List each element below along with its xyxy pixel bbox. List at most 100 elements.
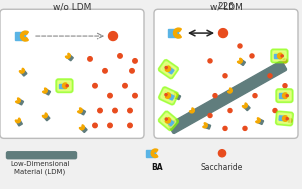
FancyBboxPatch shape <box>158 111 178 131</box>
Text: BA: BA <box>151 163 163 172</box>
FancyBboxPatch shape <box>276 89 293 102</box>
Bar <box>59 84 65 88</box>
Circle shape <box>238 44 242 48</box>
Wedge shape <box>19 68 24 73</box>
FancyBboxPatch shape <box>271 49 288 63</box>
Circle shape <box>273 108 277 113</box>
Circle shape <box>253 94 257 98</box>
Wedge shape <box>78 108 82 113</box>
Bar <box>44 89 50 95</box>
Circle shape <box>113 108 117 113</box>
Circle shape <box>219 29 227 38</box>
FancyBboxPatch shape <box>161 62 176 76</box>
Circle shape <box>165 118 167 120</box>
Circle shape <box>283 59 287 63</box>
Bar <box>146 150 155 157</box>
Wedge shape <box>174 28 182 38</box>
Circle shape <box>208 59 212 63</box>
Circle shape <box>128 108 132 113</box>
Wedge shape <box>237 58 242 63</box>
Wedge shape <box>63 83 67 88</box>
Bar <box>17 99 24 105</box>
Circle shape <box>286 118 288 120</box>
Circle shape <box>93 123 97 128</box>
Circle shape <box>250 54 254 58</box>
Text: Low-Dimensional
Material (LDM): Low-Dimensional Material (LDM) <box>10 161 70 175</box>
Circle shape <box>103 69 107 73</box>
Wedge shape <box>203 123 207 128</box>
Circle shape <box>223 126 227 130</box>
FancyBboxPatch shape <box>56 79 73 93</box>
Circle shape <box>133 59 137 63</box>
Bar <box>21 70 27 76</box>
Text: w/o LDM: w/o LDM <box>53 2 91 11</box>
Text: 226: 226 <box>217 2 234 11</box>
Bar <box>279 116 285 121</box>
Circle shape <box>98 108 102 113</box>
Wedge shape <box>15 118 20 123</box>
FancyBboxPatch shape <box>159 87 178 105</box>
Wedge shape <box>227 88 232 93</box>
Circle shape <box>88 57 92 61</box>
FancyBboxPatch shape <box>158 60 178 79</box>
Circle shape <box>268 74 272 78</box>
FancyBboxPatch shape <box>169 61 287 133</box>
Wedge shape <box>21 31 28 41</box>
Circle shape <box>130 69 134 73</box>
FancyBboxPatch shape <box>0 9 144 138</box>
Bar <box>67 55 73 61</box>
Wedge shape <box>283 116 287 121</box>
Wedge shape <box>165 66 171 71</box>
Bar <box>257 119 264 125</box>
Bar <box>167 119 174 126</box>
Bar <box>168 29 178 37</box>
FancyBboxPatch shape <box>278 113 291 124</box>
FancyBboxPatch shape <box>161 114 176 128</box>
Bar <box>167 94 174 100</box>
Bar <box>239 59 246 66</box>
Circle shape <box>165 94 167 96</box>
Circle shape <box>108 93 112 98</box>
Bar <box>204 124 210 129</box>
FancyBboxPatch shape <box>275 111 293 126</box>
Wedge shape <box>151 149 158 157</box>
Circle shape <box>228 108 232 113</box>
Circle shape <box>243 126 247 130</box>
Wedge shape <box>189 108 194 113</box>
Wedge shape <box>243 103 247 108</box>
Circle shape <box>123 84 127 88</box>
Circle shape <box>66 85 68 87</box>
Wedge shape <box>165 93 171 98</box>
FancyBboxPatch shape <box>154 9 298 138</box>
Bar <box>229 89 236 95</box>
Text: Saccharide: Saccharide <box>201 163 243 172</box>
Bar <box>14 32 24 40</box>
Circle shape <box>283 84 287 88</box>
Circle shape <box>218 150 226 157</box>
Circle shape <box>288 119 292 122</box>
Wedge shape <box>255 118 260 123</box>
FancyBboxPatch shape <box>278 91 291 100</box>
Circle shape <box>286 94 288 97</box>
Bar <box>279 94 285 98</box>
Wedge shape <box>278 53 282 59</box>
Circle shape <box>208 114 212 118</box>
Bar <box>16 120 22 126</box>
Wedge shape <box>15 98 20 103</box>
FancyBboxPatch shape <box>273 51 286 61</box>
Wedge shape <box>165 118 171 123</box>
Circle shape <box>165 67 167 69</box>
Circle shape <box>281 55 283 57</box>
Text: w/ LDM: w/ LDM <box>210 2 243 11</box>
Bar <box>274 54 280 58</box>
Bar <box>244 104 250 111</box>
Wedge shape <box>43 88 47 93</box>
Wedge shape <box>66 53 70 58</box>
Wedge shape <box>173 93 177 98</box>
Bar <box>174 94 181 100</box>
Circle shape <box>93 84 97 88</box>
Wedge shape <box>79 125 84 130</box>
Circle shape <box>213 94 217 98</box>
Bar <box>191 109 197 115</box>
Circle shape <box>108 32 117 40</box>
